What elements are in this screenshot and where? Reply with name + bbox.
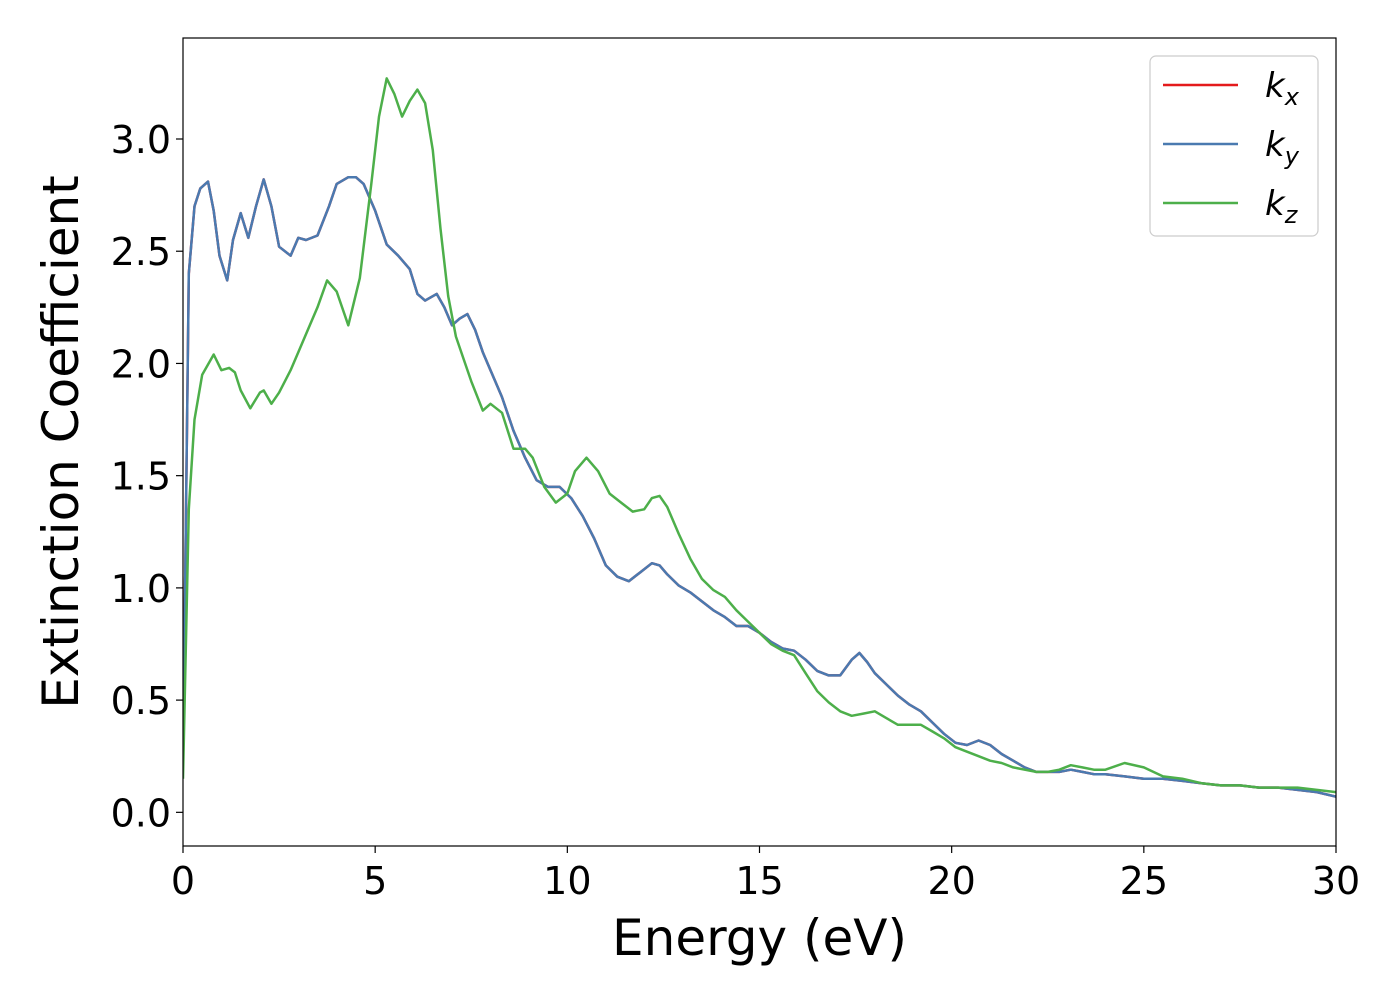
legend-label-kz: kz	[1265, 184, 1299, 229]
y-tick-label: 2.0	[111, 342, 171, 386]
x-axis: 0 5 10 15 20 25 30	[171, 846, 1360, 903]
legend-label-subscript: z	[1284, 201, 1299, 229]
x-tick-label: 10	[543, 859, 591, 903]
legend-label-main: k	[1265, 66, 1286, 106]
legend-box	[1149, 55, 1319, 237]
y-tick-label: 0.5	[111, 679, 171, 723]
x-axis-label: Energy (eV)	[612, 909, 907, 967]
y-axis: 0.0 0.5 1.0 1.5 2.0 2.5 3.0	[111, 118, 183, 835]
series-line-kz	[183, 77, 1336, 794]
x-tick-label: 20	[927, 859, 975, 903]
y-tick-label: 3.0	[111, 118, 171, 162]
x-tick-label: 5	[363, 859, 387, 903]
legend-label-main: k	[1265, 125, 1286, 165]
x-tick-label: 0	[171, 859, 195, 903]
legend-label-kx: kx	[1265, 66, 1300, 111]
y-tick-label: 1.0	[111, 567, 171, 611]
legend-label-main: k	[1265, 184, 1286, 224]
y-tick-label: 1.5	[111, 455, 171, 499]
legend-label-subscript: x	[1284, 83, 1300, 111]
legend-label-subscript: y	[1284, 142, 1300, 170]
series-layer	[183, 77, 1336, 798]
x-tick-label: 30	[1312, 859, 1360, 903]
x-tick-label: 25	[1120, 859, 1168, 903]
legend-label-ky: ky	[1265, 125, 1300, 170]
y-tick-label: 0.0	[111, 791, 171, 835]
y-tick-label: 2.5	[111, 230, 171, 274]
y-axis-label: Extinction Coefficient	[32, 175, 90, 709]
x-tick-label: 15	[735, 859, 783, 903]
